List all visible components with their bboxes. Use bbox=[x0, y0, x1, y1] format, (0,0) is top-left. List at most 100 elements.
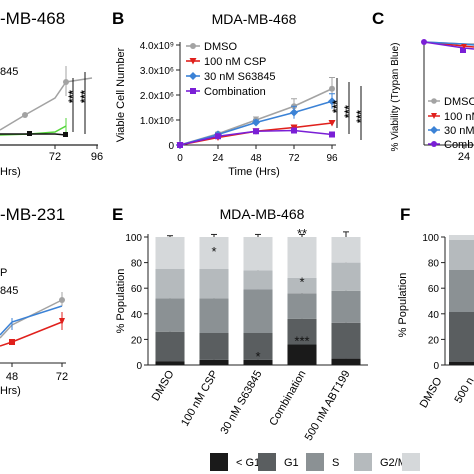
panel-e-bar-segment bbox=[155, 361, 185, 365]
panel-f-yticks: 100 80 60 40 20 0 bbox=[422, 233, 445, 372]
panel-e-bar-segment bbox=[287, 237, 317, 278]
panel-b-point bbox=[291, 127, 297, 134]
panel-b-sig-label: *** bbox=[343, 104, 355, 118]
panel-e-bar-segment bbox=[243, 289, 273, 333]
panel-e-title: MDA-MB-468 bbox=[220, 206, 305, 222]
panel-e-bar-segment bbox=[243, 270, 273, 290]
panel-e-legend-swatch bbox=[210, 453, 228, 471]
panel-e-bar-segment bbox=[331, 290, 361, 323]
panel-b-legend-label: 30 nM S63845 bbox=[204, 71, 276, 83]
panel-b-point bbox=[328, 97, 336, 106]
panel-b-point bbox=[290, 108, 298, 117]
panel-b-point bbox=[329, 85, 335, 92]
panel-e-legend-label: G2/M bbox=[380, 457, 407, 469]
panel-e-bar-segment bbox=[331, 322, 361, 359]
panel-a-legend-partial: 845 bbox=[0, 66, 18, 78]
panel-e-legend: < G1 G1 S G2/M bbox=[210, 453, 420, 471]
panel-e-bar-segment bbox=[287, 318, 317, 345]
panel-b-xtick-label: 24 bbox=[212, 153, 224, 164]
panel-b-ylabel: Viable Cell Number bbox=[115, 47, 127, 142]
panel-e-category-label: Combination bbox=[267, 369, 308, 428]
panel-b-ytick-label: 1.0x10⁶ bbox=[140, 116, 174, 127]
panel-b-sig-label: *** bbox=[331, 99, 343, 113]
panel-b-significance: *** *** *** bbox=[331, 78, 367, 140]
panel-e-legend-label: G1 bbox=[284, 457, 299, 469]
panel-f-ytick-label: 20 bbox=[428, 335, 440, 346]
panel-b-xtick-label: 0 bbox=[177, 153, 183, 164]
panel-e-ytick-label: 60 bbox=[131, 284, 143, 295]
panel-f-ytick-label: 60 bbox=[428, 284, 440, 295]
panel-c-legend-3: 30 nM bbox=[444, 125, 474, 137]
panel-e-bar-segment bbox=[155, 331, 185, 362]
panel-b-point bbox=[215, 133, 221, 140]
panel-f-ytick-label: 80 bbox=[428, 259, 440, 270]
panel-b-point bbox=[252, 118, 260, 127]
panel-e-bar-segment bbox=[155, 298, 185, 332]
panel-e-bar-segment bbox=[287, 344, 317, 365]
panel-a-sig-1: *** bbox=[67, 89, 79, 103]
panel-f-ytick-label: 40 bbox=[428, 310, 440, 321]
panel-e-sig-label: * bbox=[255, 349, 260, 364]
panel-b-title: MDA-MB-468 bbox=[212, 11, 297, 27]
panel-e-sig-label: * bbox=[211, 244, 216, 259]
panel-b-legend-marker bbox=[190, 43, 196, 49]
panel-e-bar-segment bbox=[243, 237, 273, 271]
panel-b-ytick-label: 4.0x10⁹ bbox=[140, 41, 174, 52]
panel-e: E MDA-MB-468 % Population 0 20 40 60 80 100 *… bbox=[112, 205, 420, 471]
panel-b: B MDA-MB-468 Viable Cell Number Time (Hr… bbox=[112, 9, 367, 178]
panel-e-legend-swatch bbox=[306, 453, 324, 471]
panel-b-legend-marker bbox=[190, 88, 196, 94]
panel-b-ytick-label: 3.0x10⁶ bbox=[140, 66, 174, 77]
panel-e-bar-segment bbox=[331, 358, 361, 365]
panel-e-sig-label: * bbox=[299, 275, 304, 290]
panel-b-xtick-label: 72 bbox=[288, 153, 300, 164]
panel-f-xtick-dmso: DMSO bbox=[418, 375, 445, 410]
panel-e-bar-segment bbox=[199, 298, 229, 333]
panel-b-point bbox=[328, 120, 336, 127]
panel-c: C % Viability (Trypan Blue) 24 DMSO 100 … bbox=[372, 9, 474, 163]
panel-e-bar-segment bbox=[243, 333, 273, 360]
panel-d: -MB-231 P 845 48 72 Hrs) bbox=[0, 205, 68, 397]
panel-b-xlabel: Time (Hrs) bbox=[228, 166, 280, 178]
panel-b-legend-label: DMSO bbox=[204, 41, 237, 53]
panel-a-xtick-96: 96 bbox=[91, 151, 103, 163]
panel-b-legend: DMSO 100 nM CSP 30 nM S63845 Combination bbox=[186, 41, 276, 98]
panel-e-category-label: DMSO bbox=[150, 368, 177, 403]
panel-e-legend-swatch bbox=[258, 453, 276, 471]
panel-e-bar-segment bbox=[199, 237, 229, 269]
panel-b-point bbox=[329, 131, 335, 138]
panel-b-sig-label: *** bbox=[355, 109, 367, 123]
panel-c-letter: C bbox=[372, 9, 384, 28]
panel-e-ytick-label: 80 bbox=[131, 259, 143, 270]
panel-e-letter: E bbox=[112, 205, 123, 224]
panel-e-bar-segment bbox=[243, 359, 273, 365]
panel-c-legend-4: Combi bbox=[444, 139, 474, 151]
panel-e-bar-segment bbox=[331, 262, 361, 291]
panel-d-legend-partial-2: 845 bbox=[0, 285, 18, 297]
panel-d-xlabel: Hrs) bbox=[0, 385, 21, 397]
panel-e-sig-label: ** bbox=[297, 226, 307, 241]
panel-c-legend-1: DMSO bbox=[444, 96, 474, 108]
panel-e-legend-label: S bbox=[332, 457, 339, 469]
panel-f: F % Population 100 80 60 40 20 0 DMSO 500 n bbox=[397, 205, 474, 410]
panel-e-legend-swatch bbox=[354, 453, 372, 471]
panel-b-axes: 0 1.0x10⁶ 2.0x10⁶ 3.0x10⁶ 4.0x10⁹ 0 24 48 72 96 bbox=[140, 41, 338, 164]
panel-b-legend-label: Combination bbox=[204, 86, 266, 98]
panel-a-title: -MB-468 bbox=[0, 9, 65, 28]
panel-b-letter: B bbox=[112, 9, 124, 28]
panel-e-axes: 0 20 40 60 80 100 bbox=[125, 233, 368, 372]
panel-e-bar-segment bbox=[331, 237, 361, 263]
panel-e-bar-segment bbox=[199, 269, 229, 299]
panel-c-xtick-24: 24 bbox=[458, 151, 470, 163]
panel-c-legend-2: 100 nM bbox=[444, 111, 474, 123]
panel-f-letter: F bbox=[400, 205, 410, 224]
panel-d-xtick-48: 48 bbox=[6, 371, 18, 383]
panel-e-category-label: 100 nM CSP bbox=[179, 369, 221, 429]
panel-e-sig-label: *** bbox=[294, 333, 309, 348]
panel-b-legend-marker bbox=[189, 72, 197, 80]
panel-a: -MB-468 845 *** *** 72 96 Hrs) bbox=[0, 9, 103, 178]
panel-f-ylabel: % Population bbox=[397, 273, 409, 338]
panel-d-title: -MB-231 bbox=[0, 205, 65, 224]
